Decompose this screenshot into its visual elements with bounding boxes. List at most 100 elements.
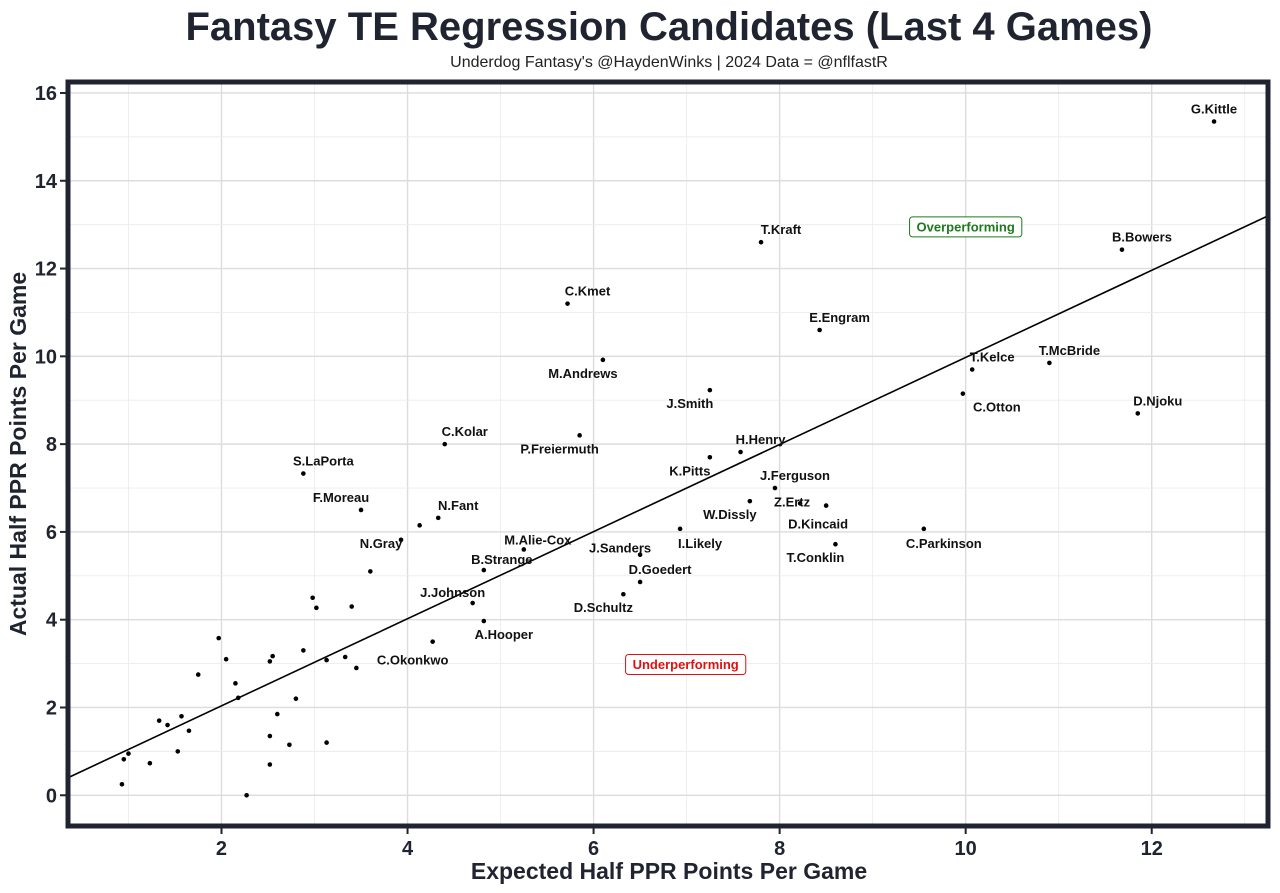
x-tick-label: 10 <box>955 838 977 860</box>
data-point <box>747 498 753 504</box>
point-label: P.Freiermuth <box>520 441 599 456</box>
data-point <box>287 742 292 748</box>
data-point <box>275 711 280 717</box>
data-point <box>817 327 822 333</box>
data-point <box>244 792 249 798</box>
x-axis: 2 4 6 8 10 12 <box>216 828 1163 860</box>
data-point <box>707 454 713 460</box>
data-point <box>969 367 975 372</box>
y-tick-label: 4 <box>46 610 58 632</box>
point-label: D.Goedert <box>629 562 693 577</box>
annotation-box <box>625 653 747 675</box>
data-point <box>223 656 229 662</box>
y-axis: 0 2 4 6 8 10 12 14 16 <box>35 83 66 807</box>
data-point <box>147 760 153 766</box>
data-point <box>758 239 764 245</box>
data-point <box>470 600 475 606</box>
data-point <box>195 672 201 677</box>
data-point <box>921 526 927 532</box>
point-label: D.Schultz <box>574 600 634 615</box>
point-label: G.Kittle <box>1191 102 1237 117</box>
y-tick-label: 6 <box>46 522 57 544</box>
point-label: N.Gray <box>360 536 403 551</box>
data-point <box>430 639 435 644</box>
data-point <box>126 751 131 756</box>
trend-line <box>67 215 1269 779</box>
annotation-box <box>909 216 1023 238</box>
data-point <box>1211 119 1217 124</box>
point-label: E.Engram <box>809 310 870 325</box>
y-tick-label: 14 <box>35 171 58 193</box>
data-point <box>267 762 273 767</box>
grid <box>68 82 1268 826</box>
data-point <box>324 657 329 663</box>
data-point <box>349 604 355 609</box>
x-axis-label: Expected Half PPR Points Per Game <box>471 858 867 884</box>
data-point <box>233 681 238 686</box>
point-label: N.Fant <box>438 498 479 513</box>
data-point <box>301 648 306 653</box>
point-label: C.Kmet <box>565 284 611 299</box>
data-point <box>677 526 683 532</box>
plot-border <box>65 79 1271 829</box>
data-point <box>342 654 348 660</box>
annotation-label: Underperforming <box>633 657 739 672</box>
data-point <box>270 653 275 659</box>
x-tick-label: 6 <box>588 838 599 860</box>
point-labels: G.Kittle T.Kraft B.Bowers C.Kmet E.Engram M.A… <box>293 102 1237 668</box>
data-point <box>165 722 170 728</box>
data-point <box>267 659 273 664</box>
point-label: T.Kelce <box>970 350 1015 365</box>
y-tick-label: 16 <box>35 83 57 105</box>
point-label: C.Otton <box>973 400 1021 415</box>
data-point <box>707 387 713 393</box>
y-axis-label: Actual Half PPR Points Per Game <box>5 272 31 636</box>
y-tick-label: 8 <box>46 434 57 456</box>
point-label: J.Ferguson <box>760 468 830 483</box>
data-point <box>175 749 181 754</box>
data-point <box>301 471 306 476</box>
y-tick-label: 10 <box>35 346 57 368</box>
data-point <box>310 595 315 601</box>
data-point <box>358 507 364 513</box>
point-label: B.Strange <box>471 552 532 567</box>
data-point <box>565 301 570 306</box>
point-label: J.Sanders <box>589 541 651 556</box>
data-point <box>368 569 373 574</box>
data-point <box>442 441 448 447</box>
data-point <box>435 515 441 521</box>
data-point <box>1047 360 1052 366</box>
data-point <box>156 718 162 723</box>
point-label: T.Kraft <box>761 222 802 237</box>
data-point <box>398 537 404 543</box>
data-point <box>179 713 184 719</box>
point-label: F.Moreau <box>313 490 369 505</box>
point-label: W.Dissly <box>703 507 757 522</box>
y-tick-label: 0 <box>46 785 57 807</box>
points <box>119 119 1217 798</box>
data-point <box>267 733 273 739</box>
annotations: Overperforming Underperforming <box>625 216 1023 675</box>
data-point <box>324 740 329 745</box>
data-point <box>637 552 643 558</box>
point-label: I.Likely <box>678 536 723 551</box>
data-point <box>1135 411 1141 416</box>
trend-line-group <box>67 215 1269 779</box>
point-label: T.McBride <box>1039 343 1100 358</box>
data-point <box>1119 247 1125 252</box>
point-label: Z.Ertz <box>774 494 811 509</box>
data-point <box>417 523 422 528</box>
data-point <box>216 635 221 641</box>
x-tick-label: 12 <box>1141 838 1163 860</box>
data-point <box>960 391 966 396</box>
annotation-label: Overperforming <box>917 219 1015 234</box>
data-point <box>293 696 299 702</box>
point-label: J.Johnson <box>420 585 485 600</box>
data-point <box>637 579 643 585</box>
point-label: D.Kincaid <box>788 517 848 532</box>
point-label: A.Hooper <box>475 627 534 642</box>
data-point <box>119 782 125 787</box>
x-tick-label: 8 <box>774 838 785 860</box>
point-label: K.Pitts <box>669 463 710 478</box>
